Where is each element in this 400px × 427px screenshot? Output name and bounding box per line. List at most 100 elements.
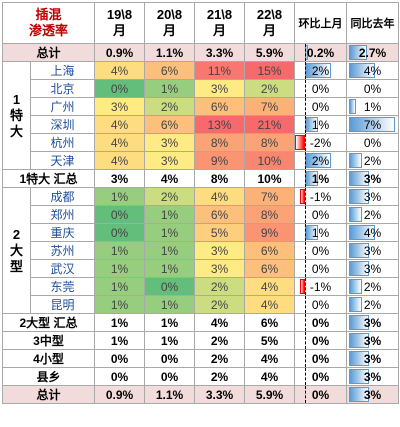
- value-cell: 10%: [244, 151, 295, 170]
- yoy-bar: [349, 333, 369, 348]
- value-cell: 1%: [94, 313, 145, 332]
- table-row: 天津 4% 3% 9% 10% 2% 2%: [3, 151, 399, 170]
- mom-value: 1%: [311, 171, 330, 186]
- row-label: 2大型 汇总: [2, 313, 95, 332]
- mom-value: 0%: [311, 99, 330, 114]
- value-cell: 3%: [94, 169, 145, 188]
- mom-axis: [305, 386, 307, 403]
- value-cell: 8%: [244, 133, 295, 152]
- yoy-bar: [349, 243, 369, 258]
- value-cell: 6%: [194, 97, 245, 116]
- yoy-value: 2%: [363, 279, 382, 294]
- city-label: 广州: [30, 97, 95, 116]
- value-cell: 8%: [244, 205, 295, 224]
- value-cell: 1%: [94, 331, 145, 350]
- value-cell: 3%: [194, 79, 245, 98]
- mom-bar-cell: 1%: [294, 115, 347, 134]
- column-header-month: 22\8 月: [244, 2, 295, 44]
- yoy-bar: [349, 369, 369, 384]
- value-cell: 4%: [144, 169, 195, 188]
- mom-bar-cell: 0.2%: [294, 43, 347, 62]
- table-row: 郑州 0% 1% 6% 8% 0% 2%: [3, 205, 399, 224]
- mom-value: 2%: [311, 153, 330, 168]
- mom-bar-cell: 0%: [294, 313, 347, 332]
- yoy-bar-cell: 3%: [346, 367, 399, 386]
- yoy-bar-cell: 2.7%: [346, 43, 399, 62]
- yoy-bar: [349, 387, 369, 402]
- value-cell: 2%: [144, 187, 195, 206]
- mom-value: -1%: [309, 279, 332, 294]
- mom-value: -2%: [309, 135, 332, 150]
- mom-axis: [305, 242, 307, 259]
- value-cell: 0%: [94, 79, 145, 98]
- value-cell: 4%: [244, 277, 295, 296]
- value-cell: 6%: [194, 205, 245, 224]
- value-cell: 0%: [144, 277, 195, 296]
- value-cell: 2%: [194, 295, 245, 314]
- mom-value: -1%: [309, 189, 332, 204]
- mom-axis: [305, 188, 307, 205]
- mom-bar: [300, 189, 306, 204]
- value-cell: 2%: [194, 277, 245, 296]
- value-cell: 0%: [94, 349, 145, 368]
- yoy-bar-cell: 2%: [346, 295, 399, 314]
- yoy-bar-cell: 3%: [346, 385, 399, 404]
- value-cell: 1%: [94, 295, 145, 314]
- value-cell: 10%: [244, 169, 295, 188]
- row-label: 4小型: [2, 349, 95, 368]
- value-cell: 1%: [144, 295, 195, 314]
- yoy-value: 3%: [363, 351, 382, 366]
- value-cell: 0%: [94, 223, 145, 242]
- value-cell: 1%: [94, 259, 145, 278]
- mom-bar-cell: 0%: [294, 241, 347, 260]
- value-cell: 0%: [94, 367, 145, 386]
- column-header-month: 21\8 月: [194, 2, 245, 44]
- value-cell: 2%: [244, 79, 295, 98]
- mom-axis: [305, 332, 307, 349]
- city-label: 天津: [30, 151, 95, 170]
- mom-axis: [305, 260, 307, 277]
- value-cell: 21%: [244, 115, 295, 134]
- mom-value: 0.2%: [306, 45, 335, 60]
- yoy-value: 3%: [363, 189, 382, 204]
- yoy-bar: [349, 153, 363, 168]
- mom-bar-cell: 1%: [294, 223, 347, 242]
- mom-value: 1%: [311, 225, 330, 240]
- mom-axis: [305, 116, 307, 133]
- value-cell: 2%: [194, 349, 245, 368]
- city-label: 郑州: [30, 205, 95, 224]
- column-header-month: 19\8 月: [94, 2, 145, 44]
- yoy-value: 4%: [363, 225, 382, 240]
- value-cell: 1%: [144, 79, 195, 98]
- mom-axis: [305, 224, 307, 241]
- mom-bar-cell: -1%: [294, 277, 347, 296]
- value-cell: 0%: [144, 367, 195, 386]
- value-cell: 11%: [194, 61, 245, 80]
- yoy-value: 4%: [363, 63, 382, 78]
- city-label: 杭州: [30, 133, 95, 152]
- mom-value: 0%: [311, 81, 330, 96]
- city-label: 重庆: [30, 223, 95, 242]
- mom-axis: [305, 278, 307, 295]
- column-header-mom: 环比上月: [294, 2, 347, 44]
- table-row: 东莞 1% 0% 2% 4% -1% 2%: [3, 277, 399, 296]
- mom-bar-cell: 0%: [294, 331, 347, 350]
- value-cell: 2%: [144, 97, 195, 116]
- yoy-value: 1%: [363, 99, 382, 114]
- yoy-bar-cell: 3%: [346, 259, 399, 278]
- value-cell: 4%: [244, 295, 295, 314]
- value-cell: 3%: [94, 97, 145, 116]
- yoy-bar: [349, 351, 369, 366]
- city-label: 上海: [30, 61, 95, 80]
- value-cell: 1%: [94, 277, 145, 296]
- mom-value: 0%: [311, 351, 330, 366]
- column-header-month: 20\8 月: [144, 2, 195, 44]
- value-cell: 8%: [194, 169, 245, 188]
- yoy-bar: [349, 45, 367, 60]
- mom-bar-cell: -2%: [294, 133, 347, 152]
- value-cell: 6%: [244, 259, 295, 278]
- yoy-value: 7%: [363, 117, 382, 132]
- table-row: 杭州 4% 3% 8% 8% -2% 0%: [3, 133, 399, 152]
